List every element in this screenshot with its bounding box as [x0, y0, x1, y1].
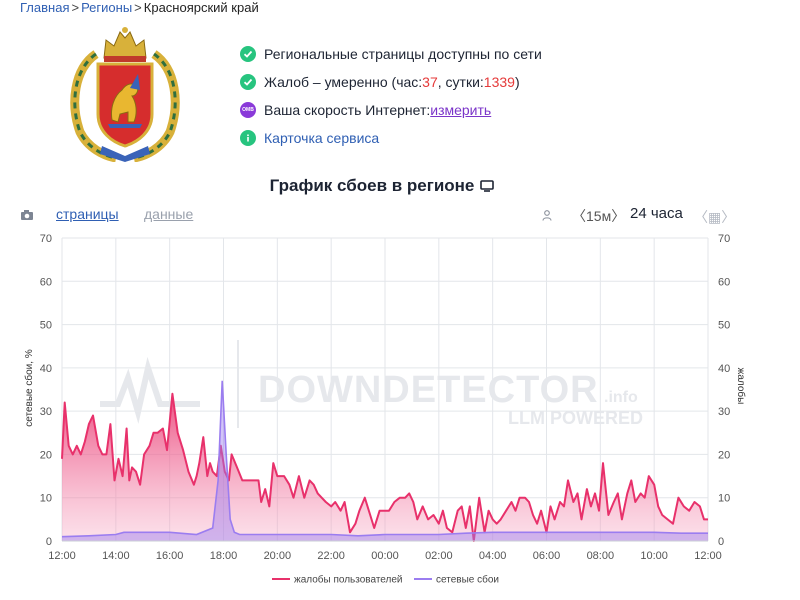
complaints-mid: , сутки: [437, 74, 484, 90]
speed-test-icon: OMB [240, 102, 256, 118]
watermark-logo-icon [100, 356, 200, 424]
y-tick-label-right: 0 [718, 536, 724, 548]
status-complaints: Жалоб – умеренно (час: 37, сутки: 1339) [240, 68, 542, 96]
y-axis-title-left: сетевые сбои, % [23, 349, 35, 427]
y-tick-label-right: 30 [718, 406, 730, 418]
y-tick-label-left: 70 [40, 233, 52, 245]
status-service-card: Карточка сервиса [240, 124, 542, 152]
speed-test-link[interactable]: измерить [430, 102, 492, 118]
service-card-link[interactable]: Карточка сервиса [264, 130, 380, 146]
x-tick-label: 10:00 [640, 550, 668, 562]
x-tick-label: 12:00 [48, 550, 76, 562]
x-tick-label: 14:00 [102, 550, 130, 562]
interval-selector[interactable]: 〈15м〉 [572, 208, 626, 224]
y-tick-label-right: 40 [718, 363, 730, 375]
y-tick-label-left: 40 [40, 363, 52, 375]
calendar-icon[interactable]: 〈▦〉 [694, 209, 736, 225]
check-icon [240, 74, 256, 90]
camera-icon[interactable] [20, 208, 34, 224]
y-axis-title-right: жалобы [735, 368, 747, 405]
legend-label-outages: сетевые сбои [436, 574, 499, 586]
breadcrumb-current: Красноярский край [143, 0, 259, 15]
chart-toolbar: страницы данные 〈15м〉 24 часа 〈▦〉 [20, 205, 740, 227]
complaints-prefix: Жалоб – умеренно (час: [264, 74, 423, 90]
x-tick-label: 16:00 [156, 550, 184, 562]
y-tick-label-left: 50 [40, 320, 52, 332]
y-tick-label-right: 50 [718, 320, 730, 332]
y-tick-label-left: 60 [40, 276, 52, 288]
complaints-hour-count: 37 [422, 74, 438, 90]
check-icon [240, 46, 256, 62]
chart-title: График сбоев в регионе [269, 176, 475, 195]
breadcrumb-separator: > [134, 0, 142, 15]
tab-data[interactable]: данные [144, 206, 194, 222]
watermark-sub: LLM POWERED [508, 408, 643, 428]
x-tick-label: 06:00 [533, 550, 561, 562]
y-tick-label-left: 30 [40, 406, 52, 418]
period-selector[interactable]: 24 часа [630, 205, 683, 222]
legend-label-complaints: жалобы пользователей [294, 574, 403, 586]
speed-prefix: Ваша скорость Интернет: [264, 102, 431, 118]
status-available-text: Региональные страницы доступны по сети [264, 46, 542, 62]
y-tick-label-left: 10 [40, 493, 52, 505]
tab-pages[interactable]: страницы [56, 206, 119, 222]
status-speed-test: OMB Ваша скорость Интернет: измерить [240, 96, 542, 124]
chart-axes: 0 0 10 10 20 20 30 30 40 40 50 50 60 60 70 70 12:00 14:00… [40, 233, 731, 562]
y-tick-label-left: 20 [40, 449, 52, 461]
x-tick-label: 04:00 [479, 550, 507, 562]
outages-area [62, 380, 708, 541]
chart-legend: жалобы пользователей сетевые сбои [272, 574, 499, 586]
x-tick-label: 00:00 [371, 550, 399, 562]
y-tick-label-right: 70 [718, 233, 730, 245]
y-tick-label-right: 20 [718, 449, 730, 461]
y-tick-label-right: 10 [718, 493, 730, 505]
chart-heading: График сбоев в регионе [0, 176, 764, 197]
chart-series [61, 380, 708, 542]
x-tick-label: 20:00 [264, 550, 292, 562]
breadcrumb-regions-link[interactable]: Регионы [81, 0, 133, 15]
info-icon [240, 130, 256, 146]
x-tick-label: 22:00 [317, 550, 345, 562]
outages-line [61, 380, 708, 538]
region-status-list: Региональные страницы доступны по сети Ж… [240, 40, 542, 152]
watermark-suffix: .info [604, 389, 638, 406]
y-tick-label-right: 60 [718, 276, 730, 288]
watermark-main: DOWNDETECTOR [258, 369, 599, 411]
x-tick-label: 08:00 [587, 550, 615, 562]
watermark: DOWNDETECTOR .info LLM POWERED [100, 340, 643, 428]
coat-of-arms-image [70, 27, 180, 162]
complaints-area [62, 393, 708, 541]
complaints-suffix: ) [514, 74, 520, 90]
x-tick-label: 12:00 [694, 550, 722, 562]
status-network-available: Региональные страницы доступны по сети [240, 40, 542, 68]
calendar-nav[interactable]: 〈▦〉 [694, 207, 735, 227]
x-tick-label: 02:00 [425, 550, 453, 562]
breadcrumb: Главная > Регионы > Красноярский край [20, 0, 259, 15]
x-tick-label: 18:00 [210, 550, 238, 562]
outage-chart: DOWNDETECTOR .info LLM POWERED 0 0 10 10 20 2… [23, 233, 747, 586]
speed-badge-text: OMB [242, 107, 254, 113]
user-icon[interactable] [542, 208, 552, 224]
complaints-day-count: 1339 [483, 74, 515, 90]
breadcrumb-separator: > [71, 0, 80, 15]
screen-icon[interactable] [480, 177, 495, 197]
breadcrumb-home-link[interactable]: Главная [20, 0, 70, 15]
y-tick-label-left: 0 [46, 536, 52, 548]
complaints-line [61, 392, 708, 542]
